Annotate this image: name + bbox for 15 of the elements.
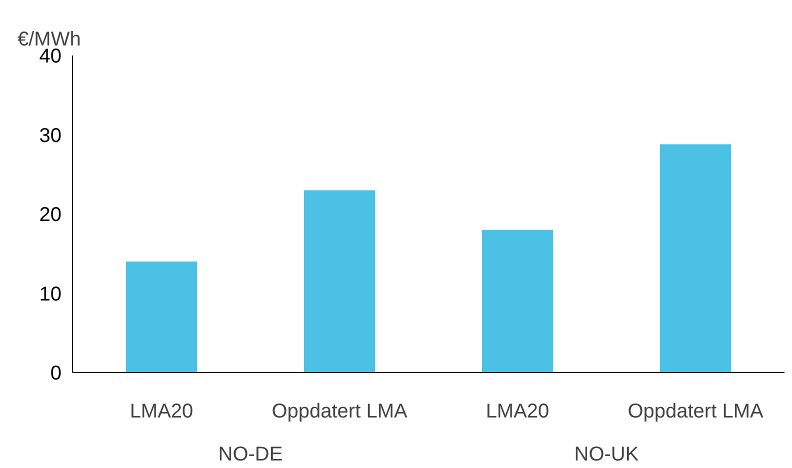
x-tick-label: LMA20 — [130, 400, 194, 422]
text: NO-UK — [574, 444, 640, 466]
y-tick-label: 10 — [39, 283, 62, 306]
bar — [126, 262, 198, 372]
y-tick-label: 0 — [50, 362, 62, 384]
y-tick-label: 40 — [39, 46, 62, 68]
bar — [304, 190, 376, 372]
x-tick-label: Oppdatert LMA — [272, 400, 408, 422]
x-tick-label: Oppdatert LMA — [628, 400, 764, 422]
text: NO-DE — [218, 444, 283, 466]
bar — [482, 230, 554, 372]
y-tick-label: 20 — [39, 204, 62, 226]
y-tick-label: 30 — [39, 124, 62, 147]
x-tick-label: LMA20 — [486, 400, 550, 422]
bar — [660, 144, 732, 372]
